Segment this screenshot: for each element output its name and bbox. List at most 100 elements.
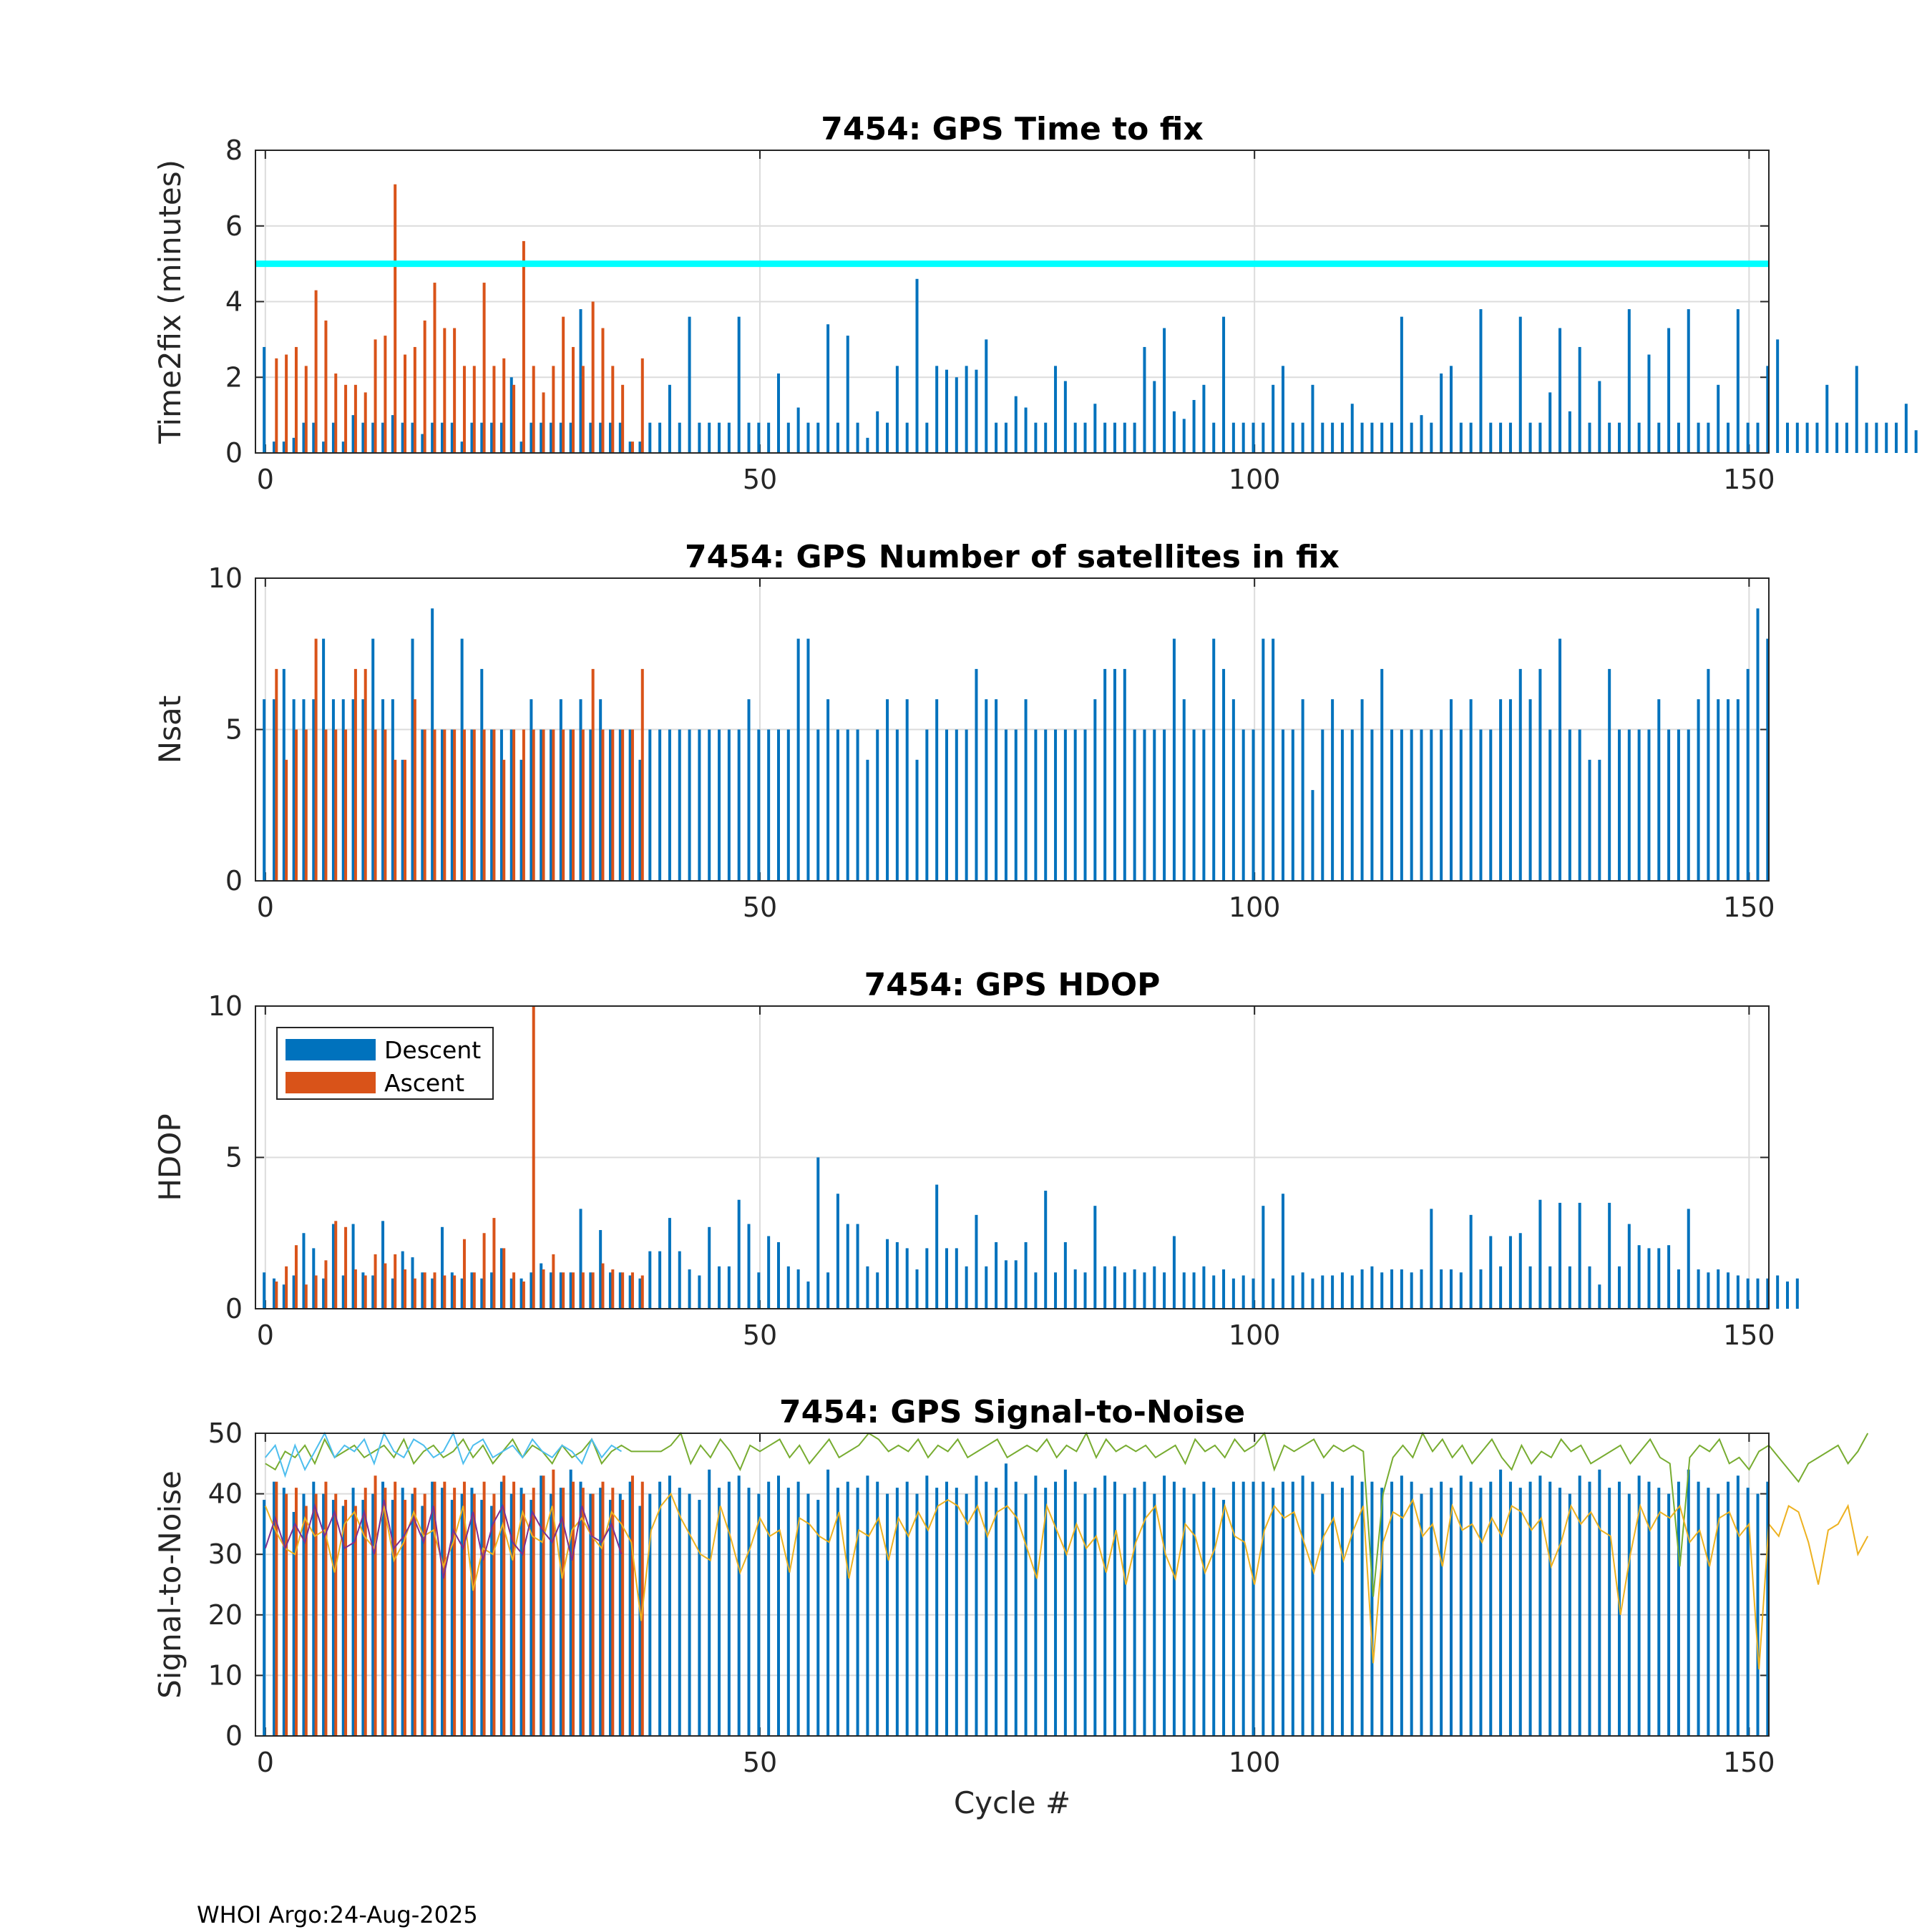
bar-descent	[1489, 1236, 1493, 1309]
bar-descent	[945, 729, 948, 881]
bar-descent	[1667, 729, 1671, 881]
bar-descent	[1252, 1481, 1255, 1736]
snr-line-yellow	[264, 1492, 1869, 1670]
bar-descent	[470, 729, 474, 881]
bar-ascent	[581, 729, 585, 881]
bar-descent	[836, 422, 839, 453]
bar-descent	[263, 1272, 266, 1309]
x-axis-label: Cycle #	[954, 1785, 1070, 1820]
bar-descent	[1202, 384, 1206, 453]
bar-descent	[480, 1500, 484, 1736]
bar-descent	[1687, 1469, 1690, 1736]
bar-descent	[806, 1493, 810, 1736]
bar-descent	[945, 1248, 948, 1309]
bar-descent	[302, 422, 306, 453]
bar-descent	[1370, 1481, 1374, 1736]
bar-descent	[263, 346, 266, 453]
bar-ascent	[472, 729, 476, 881]
bar-descent	[708, 729, 711, 881]
bar-descent	[658, 422, 662, 453]
bar-descent	[1262, 422, 1265, 453]
bar-descent	[925, 1248, 929, 1309]
bar-descent	[1657, 1488, 1661, 1736]
bar-ascent	[404, 1269, 407, 1309]
bar-descent	[381, 1481, 385, 1736]
bar-descent	[1746, 1278, 1750, 1309]
bar-descent	[1044, 1488, 1048, 1736]
y-tick-label: 10	[208, 562, 243, 594]
bar-descent	[1410, 1272, 1413, 1309]
bar-descent	[1163, 328, 1166, 453]
bar-descent	[708, 1469, 711, 1736]
bar-descent	[1311, 1278, 1314, 1309]
bar-descent	[628, 729, 632, 881]
bar-descent	[490, 422, 494, 453]
bar-descent	[1241, 729, 1245, 881]
bar-descent	[1687, 1209, 1690, 1309]
bar-descent	[599, 1230, 602, 1309]
bar-descent	[1103, 1266, 1107, 1309]
bar-descent	[292, 437, 296, 453]
bar-descent	[1063, 729, 1067, 881]
bar-descent	[1440, 1481, 1443, 1736]
bar-descent	[1717, 384, 1720, 453]
x-tick-label: 0	[257, 892, 274, 923]
bar-descent	[915, 278, 919, 453]
legend-label-descent: Descent	[384, 1036, 481, 1064]
bar-descent	[866, 1266, 869, 1309]
bar-ascent	[443, 328, 447, 453]
bar-descent	[1617, 729, 1621, 881]
bar-descent	[1568, 1266, 1571, 1309]
bar-descent	[450, 729, 454, 881]
bar-descent	[1420, 729, 1423, 881]
bar-ascent	[374, 729, 377, 881]
bar-descent	[331, 699, 335, 881]
bar-descent	[1222, 1269, 1226, 1309]
bar-descent	[1578, 729, 1581, 881]
bar-descent	[519, 441, 523, 453]
bar-descent	[1252, 1278, 1255, 1309]
bar-descent	[806, 422, 810, 453]
bar-ascent	[522, 1493, 525, 1736]
bar-descent	[648, 729, 652, 881]
bar-descent	[391, 415, 394, 453]
bar-descent	[1608, 1202, 1611, 1309]
bar-descent	[421, 434, 424, 453]
bar-ascent	[384, 1263, 387, 1309]
bar-descent	[371, 638, 375, 881]
bar-ascent	[462, 1481, 466, 1736]
bar-descent	[608, 729, 612, 881]
bar-descent	[282, 1284, 286, 1309]
bar-descent	[509, 1278, 513, 1309]
bar-descent	[351, 1224, 355, 1309]
bar-ascent	[492, 729, 496, 881]
bar-descent	[421, 729, 424, 881]
bar-descent	[589, 1272, 592, 1309]
bar-descent	[540, 1475, 543, 1736]
bar-descent	[747, 1488, 751, 1736]
bar-descent	[1123, 1493, 1126, 1736]
bar-descent	[1785, 1281, 1789, 1309]
bar-ascent	[601, 729, 605, 881]
series-ascent	[275, 1469, 644, 1736]
bar-descent	[905, 699, 909, 881]
bar-ascent	[562, 729, 565, 881]
bar-descent	[450, 1272, 454, 1309]
bar-ascent	[581, 1488, 585, 1736]
bar-descent	[1736, 1275, 1740, 1309]
bar-ascent	[433, 1272, 436, 1309]
bar-descent	[1212, 1275, 1216, 1309]
bar-descent	[1479, 1269, 1483, 1309]
bar-descent	[1222, 316, 1226, 453]
bar-ascent	[532, 1488, 535, 1736]
bar-descent	[322, 441, 326, 453]
bar-descent	[1430, 1488, 1433, 1736]
bar-descent	[381, 1221, 385, 1309]
bar-descent	[1034, 1272, 1038, 1309]
legend: Descent Ascent	[276, 1027, 494, 1100]
bar-descent	[757, 1272, 761, 1309]
bar-descent	[302, 699, 306, 881]
bar-ascent	[630, 1475, 634, 1736]
bar-descent	[499, 729, 503, 881]
